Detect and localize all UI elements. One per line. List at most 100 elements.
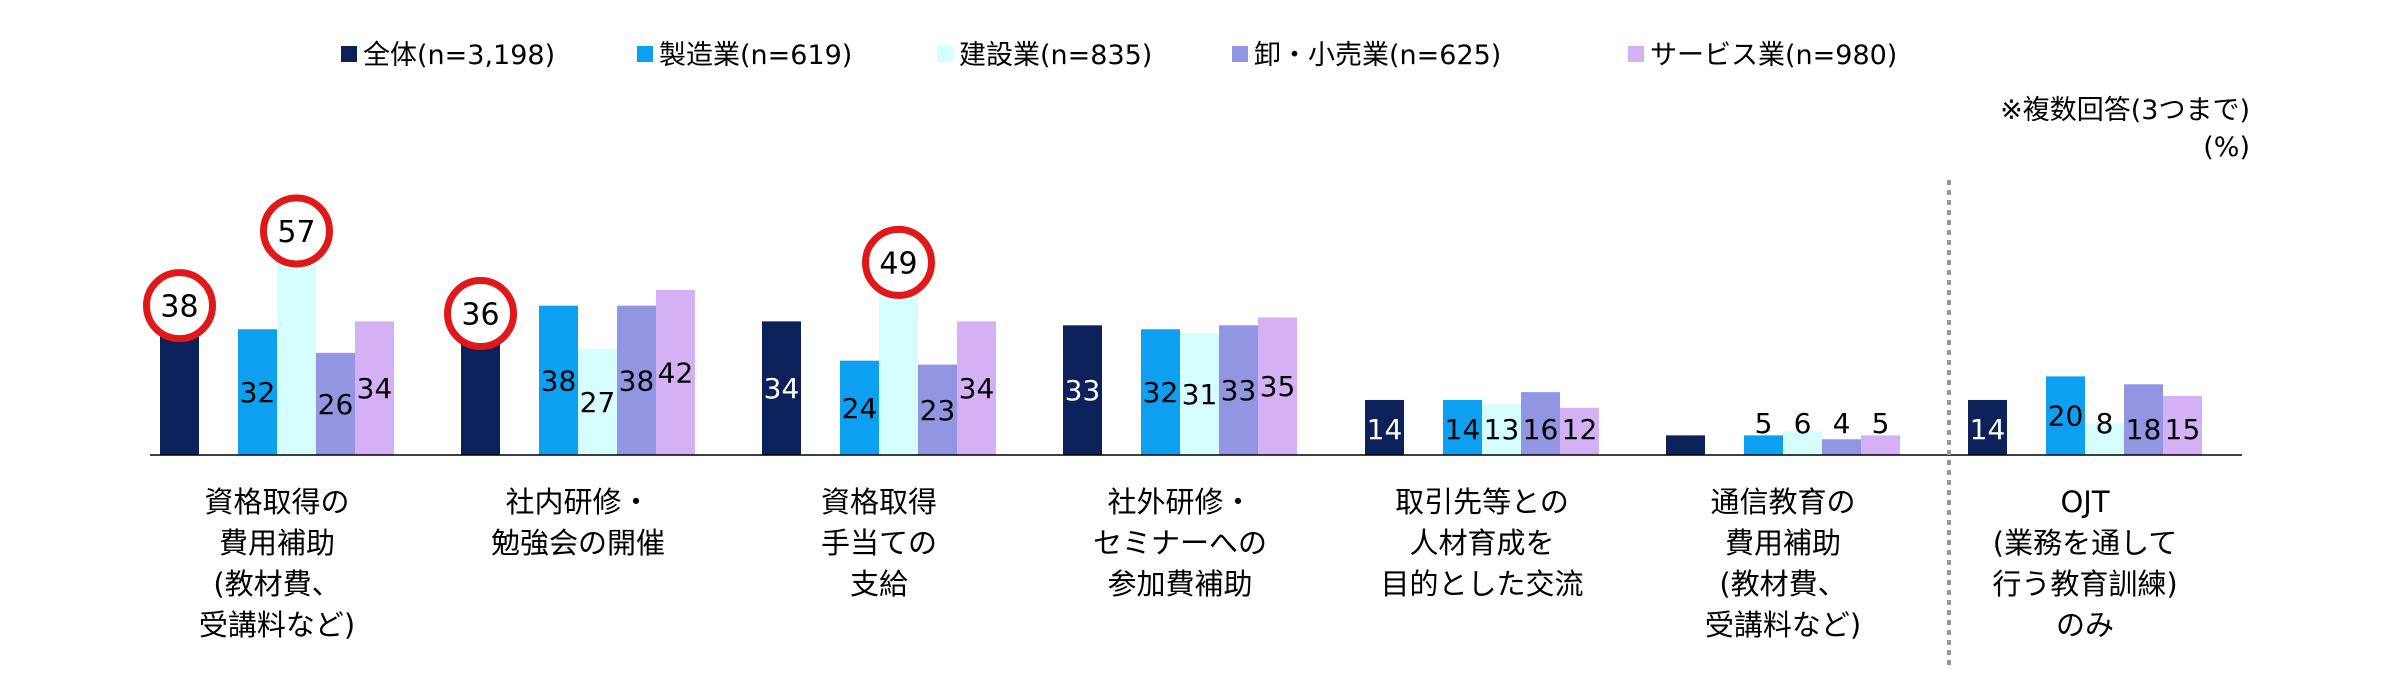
value-label: 32 xyxy=(240,376,276,409)
category-label-line: 社内研修・ xyxy=(505,485,650,519)
value-label: 35 xyxy=(1260,370,1296,403)
value-label: 5 xyxy=(1872,407,1890,440)
bar xyxy=(1521,392,1560,455)
bar xyxy=(539,305,578,455)
bar xyxy=(1365,399,1404,455)
category-label-line: 資格取得 xyxy=(821,485,937,519)
unit-note: (%) xyxy=(2203,132,2250,163)
bar xyxy=(918,364,957,455)
value-label: 42 xyxy=(658,356,694,389)
value-label: 18 xyxy=(2126,413,2162,446)
category-label-line: 手当ての xyxy=(821,526,937,560)
highlight-circle xyxy=(444,277,517,351)
value-label: 33 xyxy=(1065,374,1101,407)
value-labels: 34 33 14 5 14 32 38 24 32 14 5 20 27 31 13 6 8 26 38 23 33 16… xyxy=(240,356,2201,446)
category-label-line: 支給 xyxy=(850,567,908,601)
category-label-line: 目的とした交流 xyxy=(1380,567,1583,601)
value-label: 5 xyxy=(1677,407,1695,440)
bar xyxy=(2163,396,2202,455)
category-label-line: 費用補助 xyxy=(1725,526,1841,560)
value-label: 14 xyxy=(1367,413,1403,446)
bar xyxy=(1258,317,1297,455)
bar xyxy=(1141,329,1180,455)
bar xyxy=(1482,403,1521,455)
bar xyxy=(355,321,394,455)
bar xyxy=(1219,325,1258,455)
bar xyxy=(617,305,656,455)
value-label: 16 xyxy=(1523,413,1559,446)
bar xyxy=(1861,435,1900,455)
value-label: 14 xyxy=(1970,413,2006,446)
value-label: 12 xyxy=(1562,413,1598,446)
bar xyxy=(2124,384,2163,455)
multiple-answer-note: ※複数回答(3つまで) xyxy=(2000,95,2250,126)
value-label: 14 xyxy=(1445,413,1481,446)
highlight-circle xyxy=(260,194,333,268)
bar xyxy=(2085,423,2124,455)
legend-swatch xyxy=(1628,46,1644,62)
value-label: 34 xyxy=(764,372,800,405)
bar xyxy=(1968,399,2007,455)
category-label-line: OJT xyxy=(2060,485,2109,519)
category-label-line: 社外研修・ xyxy=(1107,485,1252,519)
value-label: 20 xyxy=(2048,400,2084,433)
legend-label: 全体(n=3,198) xyxy=(363,40,555,71)
bar xyxy=(957,321,996,455)
bar xyxy=(1180,333,1219,455)
bar xyxy=(656,289,695,455)
highlighted-value-label: 36 xyxy=(461,298,499,333)
legend-swatch xyxy=(341,46,357,62)
value-label: 31 xyxy=(1182,378,1218,411)
highlighted-value-label: 57 xyxy=(277,215,315,250)
category-label-line: 行う教育訓練) xyxy=(1992,567,2177,601)
value-label: 27 xyxy=(580,386,616,419)
category-label-line: セミナーへの xyxy=(1093,526,1267,560)
bar xyxy=(2046,376,2085,455)
bar xyxy=(578,348,617,455)
highlight-circles: 38 57 36 49 xyxy=(143,194,935,351)
legend-swatch xyxy=(937,46,953,62)
category-label-line: (教材費、 xyxy=(213,567,340,601)
value-label: 23 xyxy=(920,394,956,427)
highlighted-value-label: 49 xyxy=(879,246,917,281)
category-label-line: 勉強会の開催 xyxy=(491,526,665,560)
bar xyxy=(1443,399,1482,455)
value-label: 4 xyxy=(1833,407,1851,440)
bar xyxy=(238,329,277,455)
bar xyxy=(1666,435,1705,455)
category-label-line: 受講料など) xyxy=(199,608,355,642)
legend-label: 卸・小売業(n=625) xyxy=(1254,40,1501,71)
bar xyxy=(1783,431,1822,455)
value-label: 24 xyxy=(842,392,878,425)
bar xyxy=(762,321,801,455)
category-label-line: (教材費、 xyxy=(1719,567,1846,601)
category-label-line: 通信教育の xyxy=(1710,485,1855,519)
category-label-line: のみ xyxy=(2056,608,2114,642)
highlight-circle xyxy=(143,269,216,343)
category-label-line: 取引先等との xyxy=(1395,485,1569,519)
bar xyxy=(1560,407,1599,455)
category-label-line: 費用補助 xyxy=(219,526,335,560)
highlighted-value-label: 38 xyxy=(160,290,198,325)
legend-label: 製造業(n=619) xyxy=(659,40,852,71)
category-label-line: 資格取得の xyxy=(204,485,349,519)
category-label-line: (業務を通して xyxy=(1993,526,2177,560)
bar xyxy=(840,360,879,455)
value-label: 38 xyxy=(619,364,655,397)
value-label: 8 xyxy=(2096,407,2114,440)
category-label-line: 受講料など) xyxy=(1705,608,1861,642)
bar xyxy=(1063,325,1102,455)
category-label-line: 参加費補助 xyxy=(1107,567,1252,601)
category-label-line: 人材育成を xyxy=(1409,526,1554,560)
legend-swatch xyxy=(1232,46,1248,62)
legend-label: 建設業(n=835) xyxy=(959,40,1152,71)
value-label: 32 xyxy=(1143,376,1179,409)
value-label: 38 xyxy=(541,364,577,397)
value-label: 15 xyxy=(2165,413,2201,446)
value-label: 26 xyxy=(318,388,354,421)
value-label: 34 xyxy=(357,372,393,405)
value-label: 6 xyxy=(1794,407,1812,440)
bar xyxy=(277,230,316,455)
value-label: 33 xyxy=(1221,374,1257,407)
